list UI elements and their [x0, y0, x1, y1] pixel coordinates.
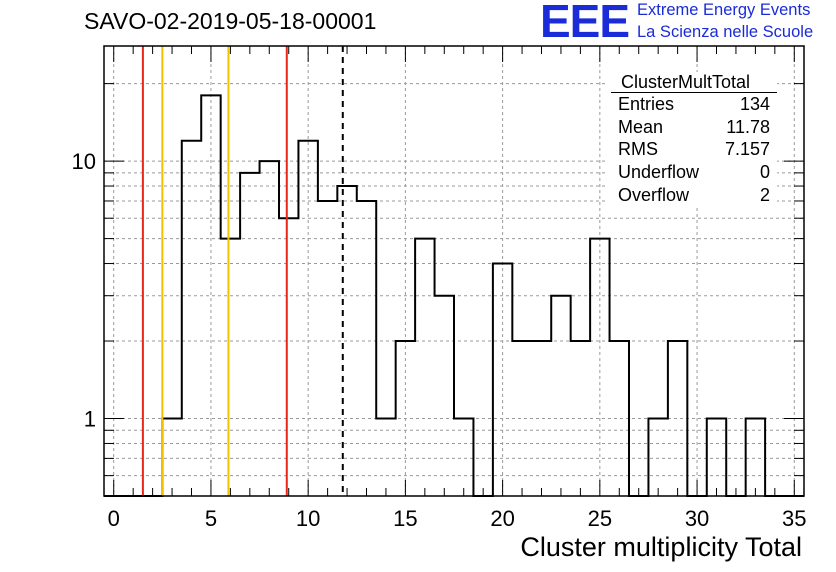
stats-box: ClusterMultTotal Entries 134 Mean 11.78 … — [607, 72, 777, 206]
histogram-bin — [279, 218, 298, 496]
histogram-bin — [298, 141, 317, 496]
x-tick-label: 20 — [490, 506, 514, 531]
histogram-bin — [182, 141, 201, 496]
y-tick-label: 1 — [84, 407, 96, 432]
stats-row-rms: RMS 7.157 — [618, 139, 770, 161]
histogram-bin — [260, 161, 279, 496]
stats-key: Overflow — [618, 185, 690, 205]
histogram-bin — [396, 341, 415, 496]
stats-key: Underflow — [618, 162, 700, 182]
histogram-bin — [532, 341, 551, 496]
histogram-outline — [104, 94, 804, 497]
histogram-bin — [415, 239, 434, 496]
histogram-bin — [707, 419, 726, 496]
histogram-bin — [162, 419, 181, 496]
x-tick-label: 35 — [782, 506, 806, 531]
logo-line-1: Extreme Energy Events — [637, 1, 811, 19]
stats-value: 7.157 — [724, 139, 770, 159]
x-axis-label: Cluster multiplicity Total — [520, 532, 802, 562]
stats-key: Mean — [618, 117, 664, 137]
histogram-bin — [221, 239, 240, 496]
x-tick-label: 10 — [296, 506, 320, 531]
histogram-bin — [201, 95, 220, 496]
stats-key: RMS — [618, 139, 658, 159]
stats-value: 0 — [759, 162, 770, 182]
x-tick-label: 5 — [205, 506, 217, 531]
y-tick-label: 10 — [72, 149, 96, 174]
stats-divider — [611, 92, 777, 93]
x-tick-label: 30 — [685, 506, 709, 531]
histogram-bin — [240, 173, 259, 496]
histogram-bin — [571, 341, 590, 496]
histogram-bin — [512, 341, 531, 496]
histogram-bin — [746, 419, 765, 496]
x-tick-label: 0 — [108, 506, 120, 531]
histogram-bin — [376, 419, 395, 496]
histogram-bin — [493, 264, 512, 496]
eee-logo-mark: EEE — [540, 0, 630, 47]
stats-key: Entries — [618, 94, 675, 114]
histogram-bin — [318, 201, 337, 496]
plot-frame — [103, 45, 805, 497]
stats-row-mean: Mean 11.78 — [618, 117, 770, 139]
histogram-bin — [337, 186, 356, 496]
x-tick-label: 25 — [588, 506, 612, 531]
stats-row-underflow: Underflow 0 — [618, 162, 770, 184]
stats-row-entries: Entries 134 — [618, 94, 770, 116]
histogram-bin — [610, 341, 629, 496]
histogram-bin — [648, 419, 667, 496]
stats-row-overflow: Overflow 2 — [618, 185, 770, 207]
stats-value: 134 — [739, 94, 770, 114]
logo-line-2: La Scienza nelle Scuole — [637, 23, 814, 41]
run-title: SAVO-02-2019-05-18-00001 — [84, 8, 377, 34]
histogram-bin — [454, 419, 473, 496]
histogram-bin — [435, 296, 454, 496]
stats-title: ClusterMultTotal — [621, 72, 751, 92]
x-tick-label: 15 — [393, 506, 417, 531]
histogram-bin — [551, 296, 570, 496]
histogram-bin — [590, 239, 609, 496]
stats-value: 2 — [759, 185, 770, 205]
stats-value: 11.78 — [726, 117, 770, 137]
histogram-bin — [357, 201, 376, 496]
histogram-bin — [668, 341, 687, 496]
